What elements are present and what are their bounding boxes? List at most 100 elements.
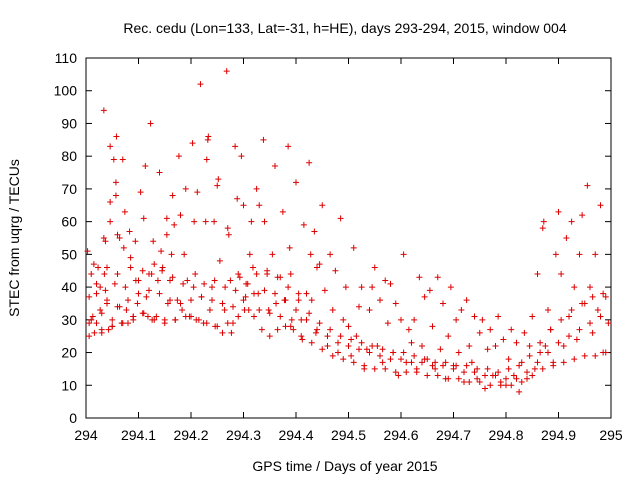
data-point [261,218,268,225]
data-point [300,221,307,228]
data-point [130,313,137,320]
data-point [314,326,320,333]
data-point [440,300,446,307]
data-point [192,271,199,277]
data-point [369,284,376,291]
data-point [516,388,523,395]
data-point [238,153,245,160]
data-point [503,375,509,382]
data-point [576,251,583,258]
data-point [356,303,362,310]
data-point [524,375,530,382]
data-point [518,359,525,366]
data-point [419,343,425,349]
data-point [140,310,147,317]
data-point [264,267,271,274]
data-point [180,280,187,287]
data-point [86,333,93,340]
data-point [592,251,599,258]
data-point [193,316,200,323]
data-point [471,313,478,320]
data-point [371,365,378,372]
data-point [395,372,402,379]
data-point [587,284,593,291]
data-point [405,326,412,333]
data-point [230,320,236,327]
data-point [242,293,249,300]
data-point [594,307,601,313]
data-point [335,349,341,356]
data-point [468,359,475,366]
data-point [434,372,441,379]
data-point [112,179,119,186]
data-point [524,369,530,376]
data-point [566,333,572,340]
data-point [500,336,507,343]
data-point [398,356,404,363]
data-point [137,189,144,196]
data-point [495,313,502,320]
data-point [109,316,116,323]
data-point [411,316,418,323]
data-point [584,182,591,189]
data-point [169,192,176,199]
data-point [179,307,186,313]
data-point [132,238,139,245]
data-point [151,261,158,268]
data-point [93,290,100,297]
data-point [293,179,299,186]
data-point [327,251,334,258]
data-point [432,359,439,366]
data-point [573,336,580,343]
data-point [579,300,586,307]
y-tick-label: 110 [55,50,78,66]
data-point [363,346,370,353]
data-point [163,215,170,222]
data-point [219,329,226,336]
data-point [505,356,512,363]
data-point [408,359,415,366]
data-point [461,379,467,385]
data-point [88,316,95,323]
data-point [308,297,315,304]
data-point [266,333,273,340]
data-point [144,313,151,320]
data-point [211,218,218,225]
data-point [164,300,171,307]
x-tick-label: 294.1 [121,427,156,443]
data-point [466,343,473,349]
data-point [563,235,570,241]
data-point [84,248,91,255]
y-tick-label: 0 [69,410,77,426]
data-point [348,352,355,359]
data-point [390,349,397,356]
data-point [224,320,231,327]
data-point [88,271,95,277]
data-point [474,365,481,372]
data-points [84,68,612,395]
data-point [539,225,546,232]
data-point [243,280,250,287]
data-point [453,362,460,369]
data-point [335,339,341,346]
data-point [387,280,394,287]
data-point [221,307,228,313]
chart-title: Rec. cedu (Lon=133, Lat=-31, h=HE), days… [123,20,566,36]
data-point [374,343,381,349]
data-point [219,300,226,307]
data-point [151,316,158,323]
data-point [119,156,126,163]
data-point [156,169,163,176]
y-tick-label: 40 [61,279,77,295]
data-point [93,320,100,327]
data-point [114,303,121,310]
data-point [345,323,352,330]
data-point [232,143,239,150]
data-point [146,287,152,294]
x-tick-label: 294.7 [436,427,471,443]
data-point [445,375,452,382]
data-point [463,297,470,304]
data-point [98,310,105,317]
data-point [321,287,328,294]
data-point [261,287,268,294]
